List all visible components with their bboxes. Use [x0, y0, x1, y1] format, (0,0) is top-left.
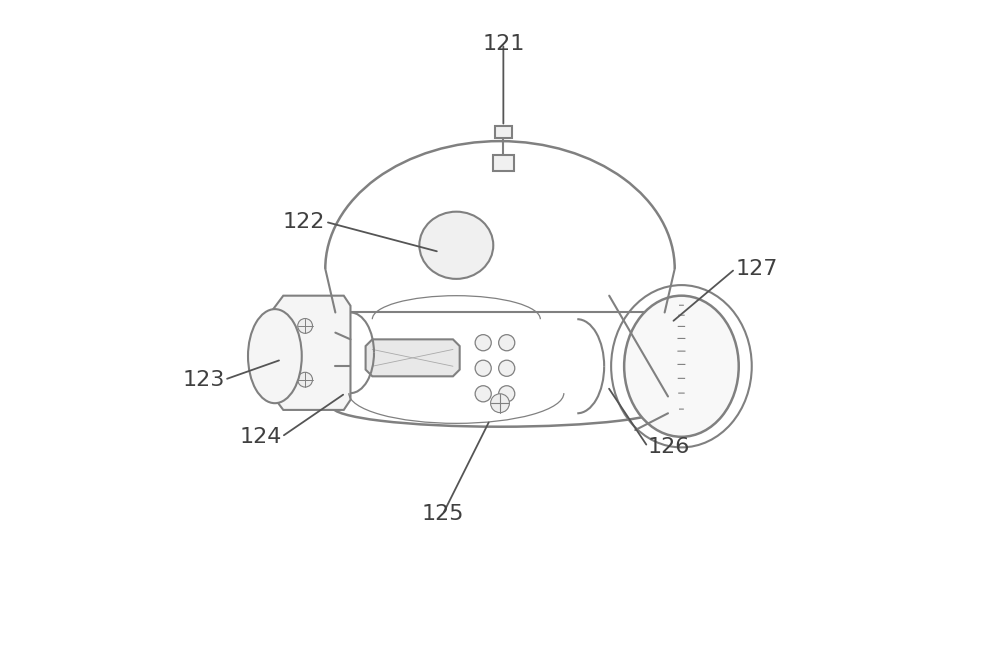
Polygon shape — [495, 126, 512, 138]
Text: 126: 126 — [648, 437, 690, 457]
Polygon shape — [493, 155, 514, 171]
Polygon shape — [273, 296, 350, 410]
Text: 122: 122 — [283, 212, 325, 232]
Ellipse shape — [298, 319, 313, 333]
Polygon shape — [366, 339, 460, 376]
Text: 123: 123 — [182, 370, 224, 390]
Ellipse shape — [475, 360, 491, 376]
Ellipse shape — [248, 309, 302, 403]
Ellipse shape — [475, 386, 491, 402]
Text: 121: 121 — [482, 34, 525, 54]
Ellipse shape — [499, 335, 515, 351]
Ellipse shape — [419, 212, 493, 279]
Ellipse shape — [499, 360, 515, 376]
Text: 125: 125 — [422, 504, 464, 524]
Ellipse shape — [491, 394, 509, 413]
Text: 127: 127 — [735, 259, 778, 279]
Ellipse shape — [499, 386, 515, 402]
Ellipse shape — [298, 372, 313, 387]
Text: 124: 124 — [239, 427, 282, 447]
Ellipse shape — [475, 335, 491, 351]
Ellipse shape — [624, 296, 739, 437]
